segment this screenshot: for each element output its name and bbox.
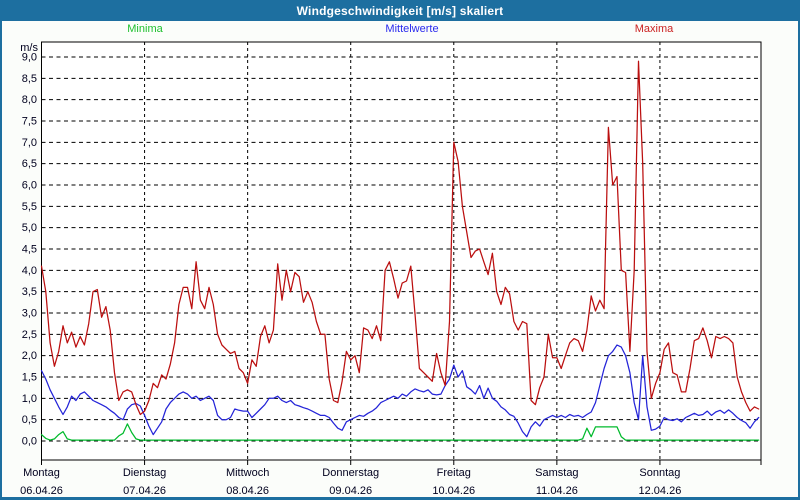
day-name-label: Sonntag bbox=[639, 467, 680, 479]
day-date-label: 09.04.26 bbox=[329, 485, 372, 497]
day-date-label: 06.04.26 bbox=[20, 485, 63, 497]
y-axis-tick-label: 3,5 bbox=[22, 286, 37, 298]
y-axis-tick-label: 0,5 bbox=[22, 414, 37, 426]
y-axis-tick-label: 2,5 bbox=[22, 329, 37, 341]
day-name-label: Dienstag bbox=[123, 467, 166, 479]
day-date-label: 07.04.26 bbox=[123, 485, 166, 497]
y-axis-tick-label: 5,5 bbox=[22, 201, 37, 213]
y-axis-tick-label: 9,0 bbox=[22, 51, 37, 63]
y-axis-tick-label: 8,0 bbox=[22, 94, 37, 106]
y-axis-tick-label: 5,0 bbox=[22, 222, 37, 234]
legend-label-mittelwerte: Mittelwerte bbox=[385, 23, 439, 35]
day-date-label: 12.04.26 bbox=[639, 485, 682, 497]
day-name-label: Mittwoch bbox=[226, 467, 269, 479]
y-axis-tick-label: 7,0 bbox=[22, 137, 37, 149]
y-axis-tick-label: 0,0 bbox=[22, 436, 37, 448]
series-line-maxima bbox=[40, 60, 760, 416]
series-line-mittelwerte bbox=[40, 344, 760, 438]
y-axis-tick-label: 6,0 bbox=[22, 179, 37, 191]
legend-label-minima: Minima bbox=[127, 23, 163, 35]
y-axis-tick-label: 6,5 bbox=[22, 158, 37, 170]
y-axis-tick-label: 4,5 bbox=[22, 243, 37, 255]
window-title: Windgeschwindigkeit [m/s] skaliert bbox=[296, 3, 504, 18]
day-name-label: Samstag bbox=[535, 467, 578, 479]
day-date-label: 08.04.26 bbox=[226, 485, 269, 497]
y-axis-tick-label: 1,0 bbox=[22, 393, 37, 405]
y-axis-tick-label: 8,5 bbox=[22, 73, 37, 85]
day-date-label: 11.04.26 bbox=[536, 485, 578, 497]
x-axis-labels: Montag 06.04.26 Dienstag 07.04.26 Mittwoch 08… bbox=[20, 467, 681, 497]
series-line-minima bbox=[40, 423, 760, 441]
day-date-label: 10.04.26 bbox=[432, 485, 475, 497]
legend-label-maxima: Maxima bbox=[634, 23, 674, 35]
window-title-bar: Windgeschwindigkeit [m/s] skaliert bbox=[0, 0, 800, 21]
plot-frame bbox=[41, 41, 762, 461]
day-name-label: Freitag bbox=[437, 467, 471, 479]
y-axis-labels: 9,0 8,5 8,0 7,5 7,0 6,5 6,0 5,5 5,0 4,5 4,0 3,5 3,0 2… bbox=[22, 51, 37, 447]
y-axis-unit-label: m/s bbox=[20, 42, 38, 54]
vertical-gridlines bbox=[144, 42, 661, 460]
day-name-label: Montag bbox=[23, 467, 60, 479]
y-axis-tick-label: 7,5 bbox=[22, 115, 37, 127]
x-axis-ticks bbox=[41, 460, 762, 465]
y-axis-tick-label: 1,5 bbox=[22, 371, 37, 383]
y-axis-tick-label: 3,0 bbox=[22, 307, 37, 319]
day-name-label: Donnerstag bbox=[322, 467, 379, 479]
y-axis-tick-label: 4,0 bbox=[22, 265, 37, 277]
y-axis-tick-label: 2,0 bbox=[22, 350, 37, 362]
